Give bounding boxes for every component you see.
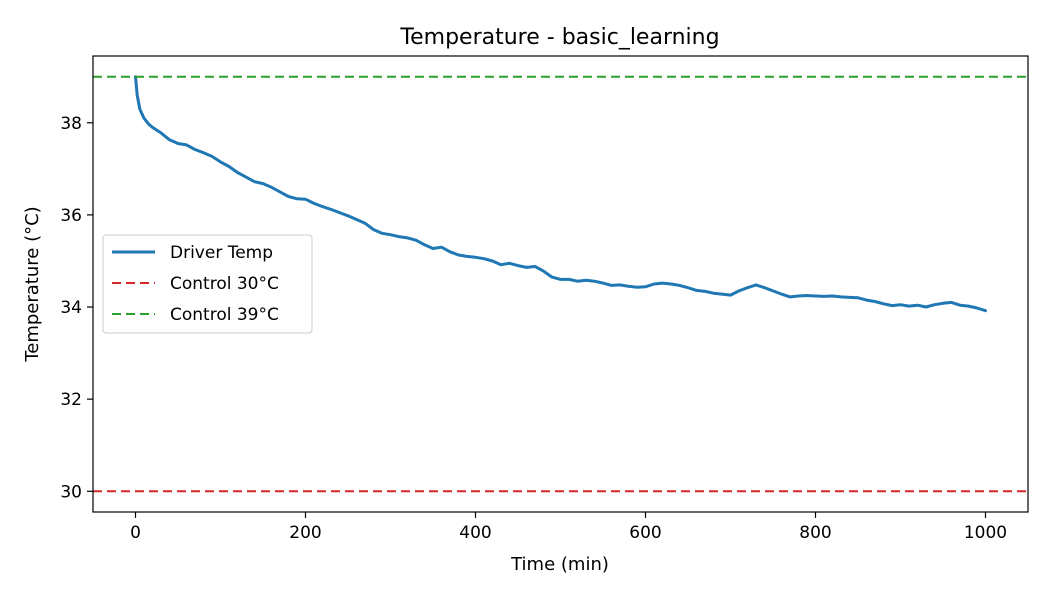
plot-area: [93, 75, 1028, 493]
x-axis: 0 200 400 600 800 1000: [130, 512, 1007, 543]
x-axis-label: Time (min): [510, 554, 609, 575]
x-tick-label: 400: [459, 523, 491, 543]
legend: Driver Temp Control 30°C Control 39°C: [102, 234, 313, 334]
y-tick-label: 36: [60, 206, 82, 226]
y-tick-label: 38: [60, 114, 82, 134]
y-axis-label: Temperature (°C): [22, 206, 43, 362]
legend-label-1: Control 30°C: [170, 274, 279, 294]
series-line-0: [134, 75, 987, 313]
x-tick-label: 800: [799, 523, 831, 543]
x-tick-label: 1000: [964, 523, 1007, 543]
x-tick-label: 600: [629, 523, 661, 543]
x-tick-label: 200: [289, 523, 321, 543]
legend-label-2: Control 39°C: [170, 305, 279, 325]
y-axis: 30 32 34 36 38: [60, 114, 93, 502]
y-tick-label: 34: [60, 298, 82, 318]
plot-frame: [92, 55, 1029, 513]
legend-box: [102, 234, 313, 334]
legend-label-0: Driver Temp: [170, 243, 273, 263]
x-tick-label: 0: [130, 523, 141, 543]
y-tick-label: 30: [60, 482, 82, 502]
chart-title: Temperature - basic_learning: [399, 25, 719, 50]
y-tick-label: 32: [60, 390, 82, 410]
